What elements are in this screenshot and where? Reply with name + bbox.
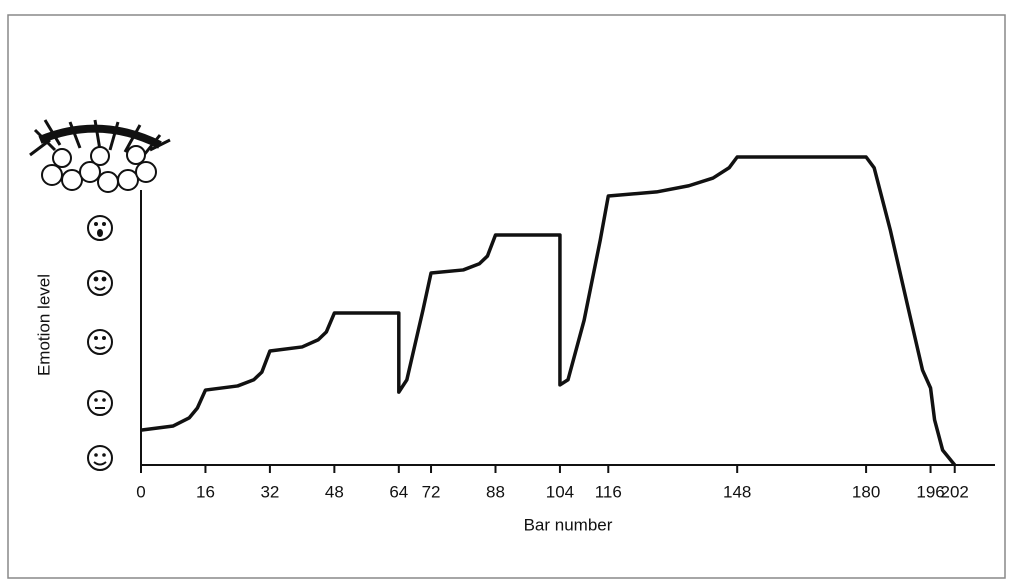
emotion-faces <box>87 215 113 471</box>
x-tick-label: 32 <box>260 482 279 501</box>
frame <box>7 14 1006 579</box>
x-tick-label: 0 <box>136 482 145 501</box>
line-series <box>140 155 957 467</box>
x-tick-label: 180 <box>852 482 880 501</box>
x-tick-label: 72 <box>422 482 441 501</box>
x-axis-label: Bar number <box>524 515 613 534</box>
x-tick-label: 64 <box>389 482 408 501</box>
x-tick-label: 116 <box>595 482 622 501</box>
x-tick-label: 148 <box>723 482 751 501</box>
x-tick-label: 48 <box>325 482 344 501</box>
y-axis-label: Emotion level <box>34 274 53 376</box>
x-tick-label: 16 <box>196 482 215 501</box>
crowd-icon <box>29 119 171 193</box>
x-tick-label: 88 <box>486 482 505 501</box>
x-tick-label: 196 <box>916 482 944 501</box>
x-tick-label: 104 <box>546 482 574 501</box>
x-tick-label: 202 <box>941 482 969 501</box>
